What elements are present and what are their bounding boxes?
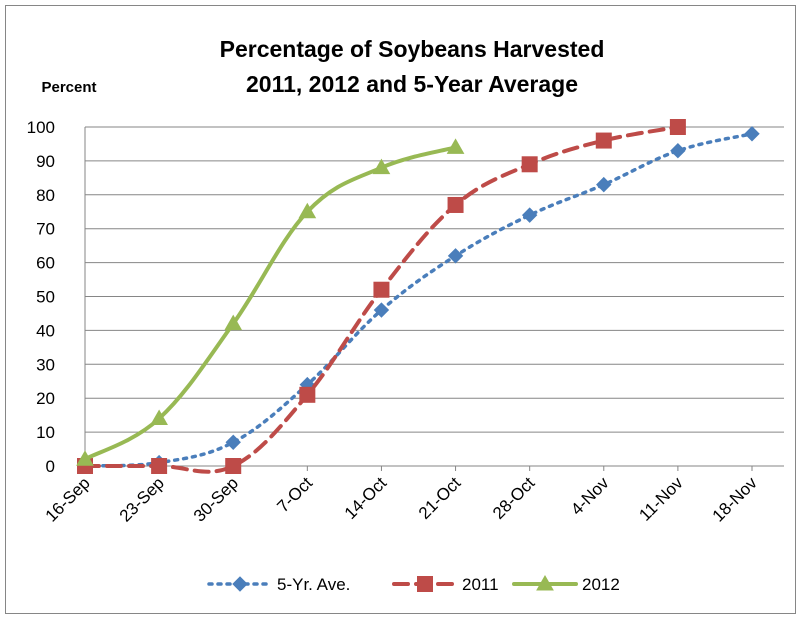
data-point: [298, 202, 317, 219]
y-tick-label: 70: [36, 220, 55, 239]
series-lines: [76, 119, 760, 474]
y-axis-label: Percent: [41, 79, 96, 96]
y-tick-label: 20: [36, 389, 55, 408]
axes: [84, 127, 784, 471]
data-point: [669, 119, 686, 135]
legend-label: 5-Yr. Ave.: [277, 575, 350, 594]
series-line: [83, 125, 680, 474]
x-tick-label: 18-Nov: [709, 473, 762, 526]
data-point: [447, 248, 464, 264]
data-point: [151, 458, 168, 474]
x-tick-label: 30-Sep: [190, 473, 242, 525]
data-point: [744, 126, 760, 142]
chart-title: Percentage of Soybeans Harvested: [220, 36, 605, 62]
x-tick-label: 21-Oct: [415, 473, 465, 523]
data-point: [76, 450, 94, 466]
data-point: [225, 458, 242, 474]
x-tick-label: 28-Oct: [489, 473, 539, 523]
data-point: [446, 138, 465, 154]
y-tick-label: 100: [27, 118, 55, 137]
data-point: [596, 176, 612, 193]
x-tick-label: 16-Sep: [42, 473, 94, 525]
x-tick-label: 11-Nov: [635, 473, 687, 525]
data-point: [447, 196, 464, 213]
x-tick-label: 4-Nov: [567, 473, 613, 519]
data-point: [521, 156, 538, 173]
y-tick-label: 60: [36, 254, 55, 273]
chart-frame: [5, 5, 796, 614]
x-tick-label: 7-Oct: [273, 473, 316, 516]
y-tick-label: 90: [36, 152, 55, 171]
gridlines: [85, 126, 784, 467]
data-point: [670, 143, 686, 159]
data-point: [225, 434, 241, 450]
chart-subtitle: 2011, 2012 and 5-Year Average: [246, 71, 578, 97]
legend-label: 2011: [462, 575, 499, 594]
legend-marker: [232, 576, 248, 592]
y-tick-label: 30: [36, 355, 55, 374]
data-point: [595, 132, 612, 149]
x-tick-labels: 16-Sep 23-Sep 30-Sep 7-Oct 14-Oct 21-Oct 28-Oc…: [42, 473, 762, 526]
series-2011: [77, 119, 686, 474]
data-point: [299, 386, 316, 403]
data-point: [373, 281, 390, 298]
y-tick-labels: 0 10 20 30 40 50 60 70 80 90 100: [27, 118, 55, 476]
y-tick-label: 80: [36, 186, 55, 205]
series-2012: [76, 138, 465, 466]
data-point: [150, 409, 168, 426]
series-line: [83, 145, 458, 462]
legend-marker: [536, 574, 554, 591]
y-tick-label: 50: [36, 288, 55, 307]
legend-marker: [417, 576, 433, 592]
x-tick-label: 14-Oct: [341, 473, 391, 523]
legend-item: 2011: [392, 575, 499, 594]
legend-item: 2012: [512, 574, 620, 594]
data-point: [224, 314, 243, 331]
x-tick-label: 23-Sep: [116, 473, 168, 525]
series-5-yr-ave: [77, 126, 760, 474]
y-tick-label: 10: [36, 423, 55, 442]
legend-label: 2012: [582, 575, 620, 594]
data-point: [521, 207, 538, 223]
data-point: [373, 302, 390, 318]
legend-item: 5-Yr. Ave.: [207, 575, 350, 594]
legend: 5-Yr. Ave. 2011 2012: [207, 574, 620, 594]
y-tick-label: 40: [36, 321, 55, 340]
y-tick-label: 0: [46, 457, 55, 476]
series-line: [83, 132, 754, 468]
data-point: [372, 158, 391, 175]
